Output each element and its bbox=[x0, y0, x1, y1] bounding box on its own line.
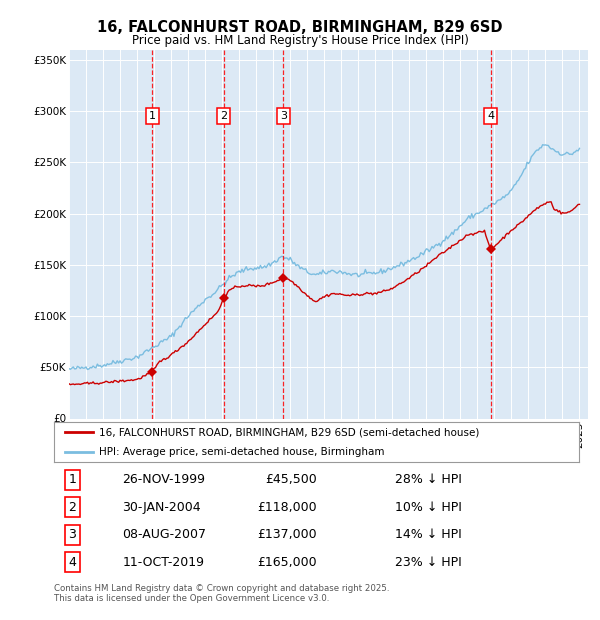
Text: Contains HM Land Registry data © Crown copyright and database right 2025.
This d: Contains HM Land Registry data © Crown c… bbox=[54, 584, 389, 603]
Text: 2: 2 bbox=[68, 501, 76, 514]
Text: 26-NOV-1999: 26-NOV-1999 bbox=[122, 474, 205, 487]
Text: 1: 1 bbox=[68, 474, 76, 487]
Text: £45,500: £45,500 bbox=[265, 474, 317, 487]
Text: 16, FALCONHURST ROAD, BIRMINGHAM, B29 6SD: 16, FALCONHURST ROAD, BIRMINGHAM, B29 6S… bbox=[97, 20, 503, 35]
Text: HPI: Average price, semi-detached house, Birmingham: HPI: Average price, semi-detached house,… bbox=[98, 447, 384, 457]
Text: 28% ↓ HPI: 28% ↓ HPI bbox=[395, 474, 462, 487]
Text: 16, FALCONHURST ROAD, BIRMINGHAM, B29 6SD (semi-detached house): 16, FALCONHURST ROAD, BIRMINGHAM, B29 6S… bbox=[98, 427, 479, 438]
Text: £165,000: £165,000 bbox=[257, 556, 317, 569]
Text: 23% ↓ HPI: 23% ↓ HPI bbox=[395, 556, 462, 569]
Text: 4: 4 bbox=[68, 556, 76, 569]
Text: 3: 3 bbox=[68, 528, 76, 541]
Text: 10% ↓ HPI: 10% ↓ HPI bbox=[395, 501, 462, 514]
Text: 30-JAN-2004: 30-JAN-2004 bbox=[122, 501, 201, 514]
Text: 2: 2 bbox=[220, 111, 227, 121]
Text: 3: 3 bbox=[280, 111, 287, 121]
Text: £118,000: £118,000 bbox=[257, 501, 317, 514]
Text: £137,000: £137,000 bbox=[257, 528, 317, 541]
Text: 11-OCT-2019: 11-OCT-2019 bbox=[122, 556, 204, 569]
Text: 08-AUG-2007: 08-AUG-2007 bbox=[122, 528, 206, 541]
Text: 14% ↓ HPI: 14% ↓ HPI bbox=[395, 528, 462, 541]
Text: 4: 4 bbox=[487, 111, 494, 121]
Text: Price paid vs. HM Land Registry's House Price Index (HPI): Price paid vs. HM Land Registry's House … bbox=[131, 34, 469, 46]
Text: 1: 1 bbox=[149, 111, 156, 121]
